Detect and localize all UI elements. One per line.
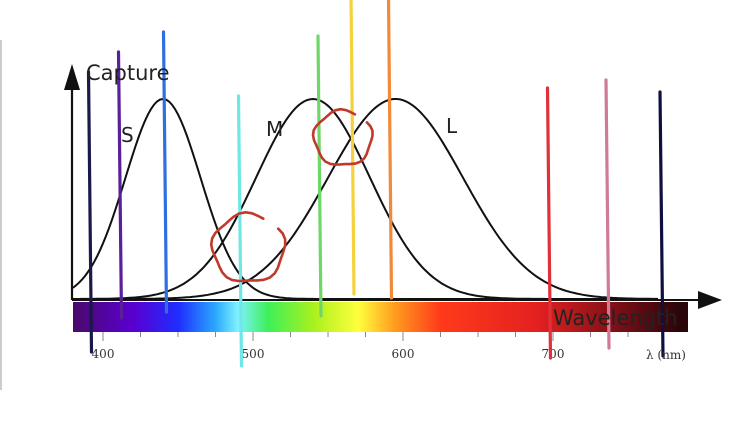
marker-line-391 <box>86 70 94 354</box>
curve-m <box>73 97 658 300</box>
circled-region-1 <box>209 211 287 283</box>
y-axis-arrow <box>64 64 80 90</box>
x-axis-arrow <box>698 291 722 309</box>
marker-line-441 <box>161 30 169 314</box>
curve-s <box>72 97 658 300</box>
circled-region-2 <box>311 107 374 166</box>
circled-intersections <box>209 107 374 283</box>
curve-label-s: S <box>121 123 134 147</box>
tick-label-500: 500 <box>242 347 265 361</box>
marker-line-697 <box>545 86 553 360</box>
marker-line-411 <box>116 50 124 320</box>
x-unit-label: λ (nm) <box>646 348 686 362</box>
spectrum-band <box>73 302 688 332</box>
curve-l <box>73 98 658 300</box>
wavelength-marker-lines <box>86 0 665 368</box>
sensitivity-curves <box>72 97 658 300</box>
x-axis-label: Wavelength <box>553 306 678 330</box>
marker-line-736 <box>604 78 611 350</box>
marker-line-591 <box>386 0 394 300</box>
tick-label-400: 400 <box>92 347 115 361</box>
marker-line-491 <box>236 94 244 368</box>
marker-line-566 <box>349 0 356 296</box>
tick-label-700: 700 <box>542 347 565 361</box>
curve-label-l: L <box>446 114 458 138</box>
tick-label-600: 600 <box>392 347 415 361</box>
x-axis-ticks: 400 500 600 700 <box>92 332 629 361</box>
y-axis-label: Capture <box>86 61 170 85</box>
marker-line-772 <box>658 90 665 358</box>
curve-label-m: M <box>266 117 283 141</box>
marker-line-544 <box>316 34 323 318</box>
